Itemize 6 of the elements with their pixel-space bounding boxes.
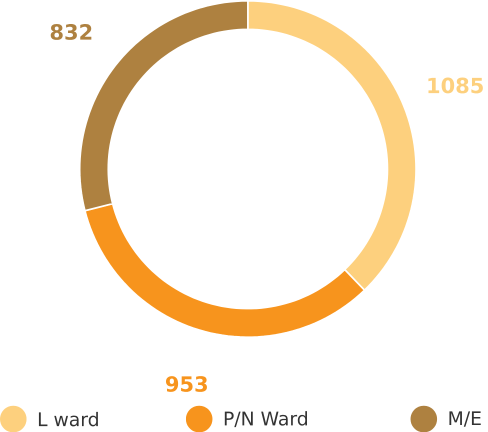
data-label: 832 (50, 24, 92, 40)
legend-label: M/E (449, 411, 481, 427)
legend-label: P/N Ward (224, 410, 307, 427)
data-label: 1085 (428, 77, 483, 94)
legend-label: L ward (38, 412, 98, 426)
data-label: 953 (166, 376, 207, 392)
